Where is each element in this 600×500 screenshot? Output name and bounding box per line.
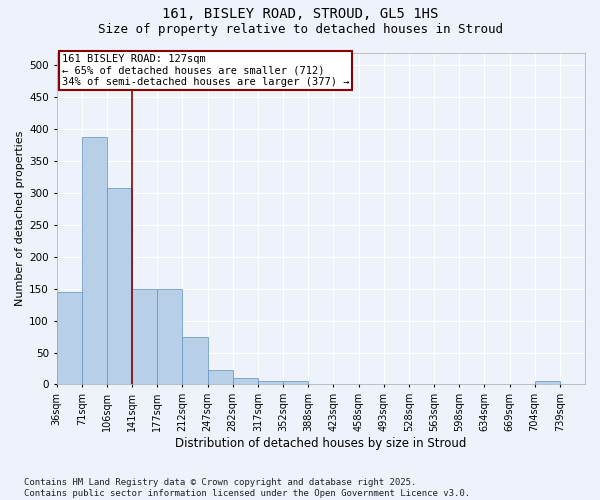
X-axis label: Distribution of detached houses by size in Stroud: Distribution of detached houses by size … (175, 437, 466, 450)
Bar (132, 288, 157, 384)
Bar (535, 381, 560, 384)
Text: 161 BISLEY ROAD: 127sqm
← 65% of detached houses are smaller (712)
34% of semi-d: 161 BISLEY ROAD: 127sqm ← 65% of detache… (62, 54, 349, 88)
Bar (283, 381, 308, 384)
Text: 161, BISLEY ROAD, STROUD, GL5 1HS: 161, BISLEY ROAD, STROUD, GL5 1HS (162, 8, 438, 22)
Y-axis label: Number of detached properties: Number of detached properties (15, 131, 25, 306)
Bar (182, 336, 208, 384)
Bar (82, 137, 107, 384)
Bar (208, 370, 233, 384)
Bar (258, 381, 283, 384)
Bar (56, 292, 82, 384)
Bar (107, 188, 132, 384)
Text: Size of property relative to detached houses in Stroud: Size of property relative to detached ho… (97, 22, 503, 36)
Text: Contains HM Land Registry data © Crown copyright and database right 2025.
Contai: Contains HM Land Registry data © Crown c… (24, 478, 470, 498)
Bar (157, 288, 182, 384)
Bar (233, 378, 258, 384)
